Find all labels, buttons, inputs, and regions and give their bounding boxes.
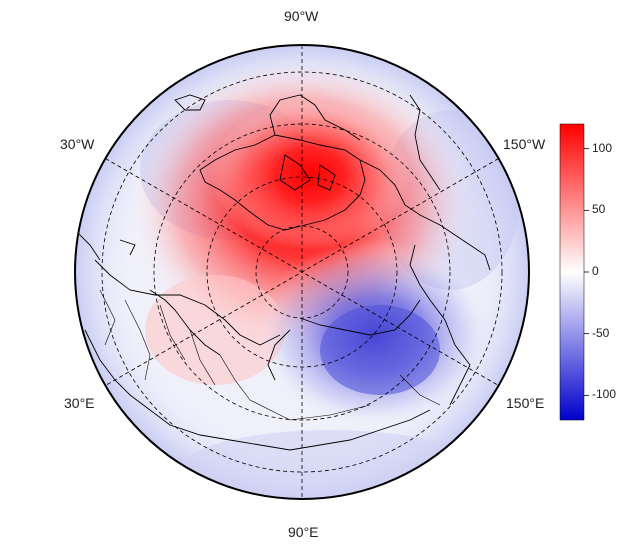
lon-label-bottom: 90°E [288,524,319,540]
greenland-coast [199,134,366,231]
iceland-coast [174,94,206,111]
alaska-coast [409,244,471,406]
lon-label-lower-right: 150°E [506,395,545,411]
north-america-coast [359,94,491,271]
coastlines [75,94,491,451]
lon-label-lower-left: 30°E [64,395,95,411]
eurasia-south-coast [84,329,431,451]
siberia-coast [267,299,421,381]
colorbar-tick-label: -100 [592,387,617,402]
graticule [101,45,503,499]
arctic-archipelago-coast [269,94,361,191]
lon-label-upper-left: 30°W [60,136,95,152]
colorbar-tick-label: -50 [592,325,610,340]
colorbar-tick-label: 0 [592,264,599,278]
lon-label-top: 90°W [284,8,319,24]
colorbar-group [559,123,585,421]
europe-coast [94,239,281,356]
colorbar-ramp [559,123,585,421]
lon-label-upper-right: 150°W [503,136,546,152]
anomaly-field [75,45,529,499]
colorbar-tick-label: 100 [592,140,613,155]
country-borders [99,289,441,421]
map-border [74,44,530,500]
norway-coast [75,209,101,261]
colorbar-tick-label: 50 [592,202,606,217]
